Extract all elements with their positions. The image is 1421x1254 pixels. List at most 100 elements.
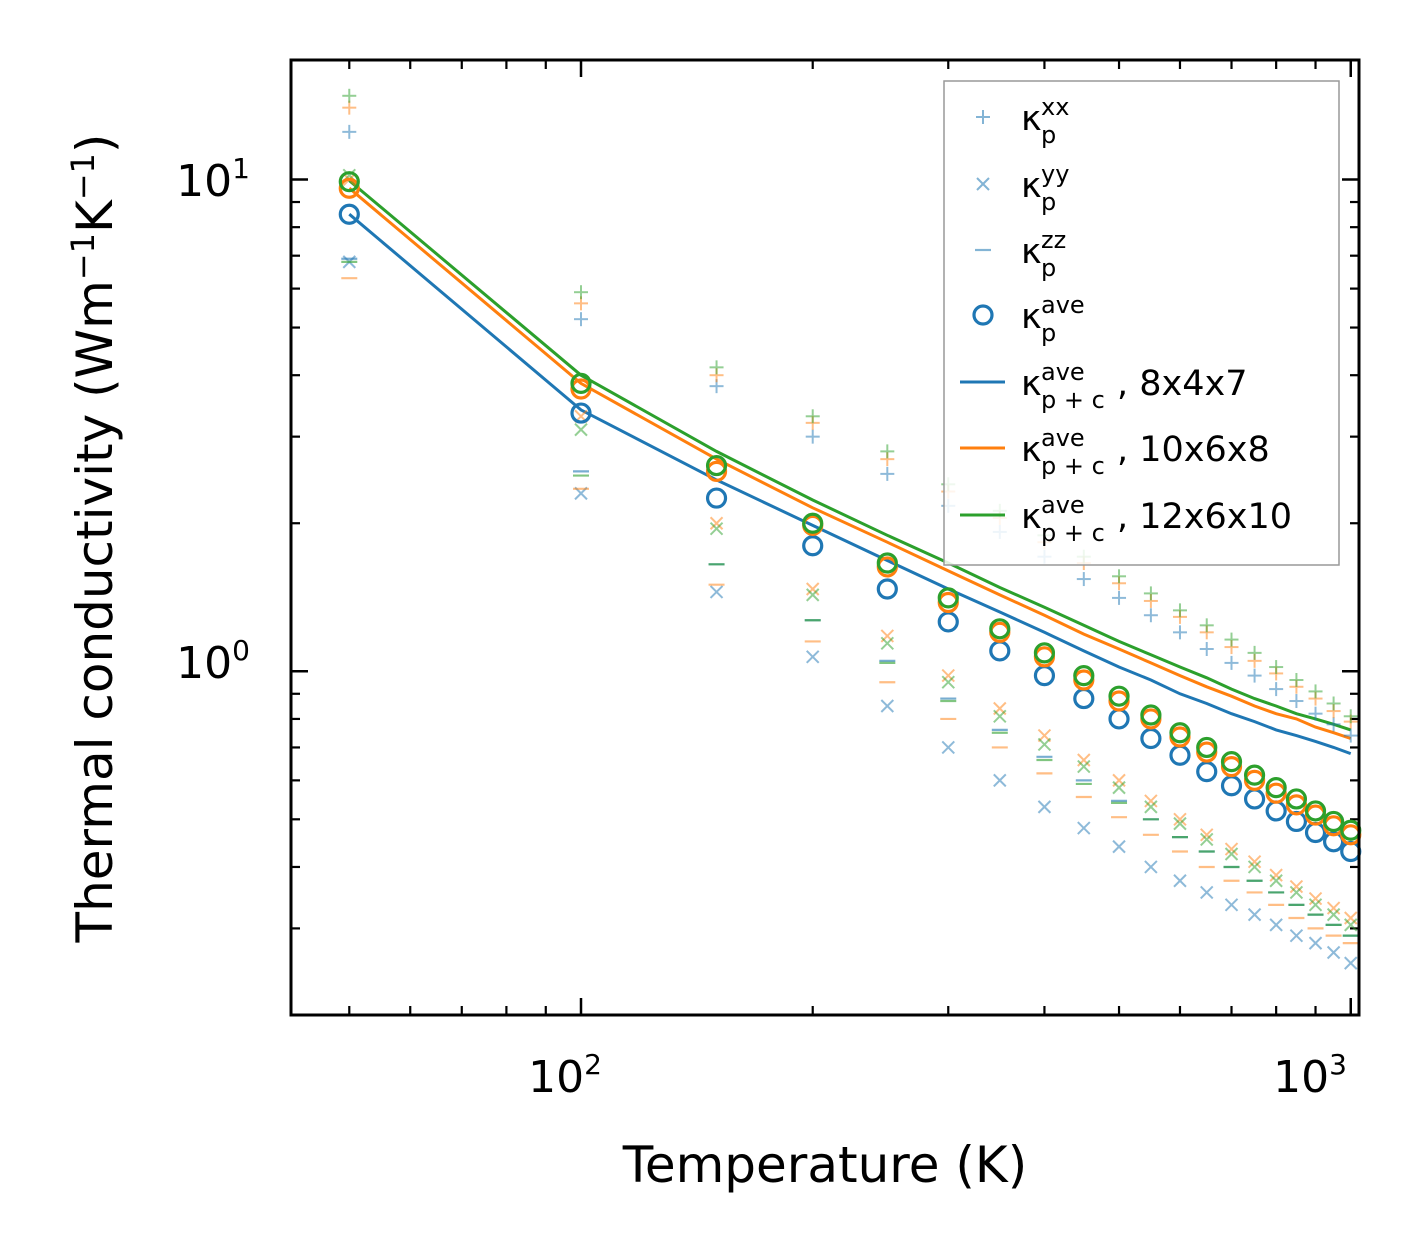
data-point [1285, 794, 1308, 816]
data-point [1076, 572, 1091, 587]
data-point [338, 203, 360, 225]
data-point [1308, 891, 1323, 906]
data-point [1112, 839, 1126, 854]
data-point [1344, 918, 1358, 932]
data-point [709, 516, 724, 530]
y-tick-label-10: 101 [176, 152, 250, 207]
data-point [880, 444, 895, 459]
data-point [1173, 816, 1187, 831]
data-point [1033, 642, 1056, 664]
data-point [1343, 728, 1358, 743]
series-line-12x6x10 [348, 179, 1352, 732]
data-point [1169, 722, 1191, 744]
data-point [941, 668, 955, 683]
data-point [806, 588, 820, 602]
data-point [1196, 761, 1218, 783]
data-point [1143, 608, 1158, 623]
data-point [1112, 780, 1126, 795]
data-point [1304, 821, 1327, 844]
data-point [1140, 704, 1162, 726]
x-tick-label-100: 102 [528, 1048, 602, 1103]
data-point [1343, 709, 1358, 724]
data-point [1326, 907, 1341, 922]
legend-label: κyy p [1021, 160, 1069, 216]
data-point [705, 460, 728, 482]
data-point [806, 650, 820, 664]
legend-swatch-marker [976, 177, 990, 191]
data-point [1344, 956, 1358, 970]
data-point [1247, 854, 1262, 869]
data-point [1196, 736, 1218, 759]
data-point [1108, 708, 1130, 730]
data-point [1073, 664, 1095, 687]
legend-entry: κave p + c, 12x6x10 [960, 491, 1292, 547]
data-point [342, 88, 357, 103]
legend-label: κave p + c, 8x4x7 [1021, 358, 1247, 414]
data-point [1172, 603, 1187, 618]
data-point [705, 454, 728, 477]
major-ticks [291, 60, 1359, 1015]
data-point [989, 618, 1011, 640]
data-point [1326, 717, 1341, 732]
data-point [1289, 928, 1304, 943]
data-point [709, 521, 724, 536]
data-point [1243, 788, 1266, 810]
data-point [1308, 898, 1323, 912]
data-point [338, 171, 360, 193]
x-axis-title: Temperature (K) [622, 1136, 1027, 1194]
data-point [1285, 788, 1308, 810]
data-point [1308, 706, 1323, 721]
data-point [1289, 672, 1304, 687]
data-point [1289, 694, 1304, 709]
data-point [574, 285, 589, 300]
series-line-8x4x7 [348, 213, 1352, 756]
data-point [1243, 764, 1266, 786]
data-point [574, 422, 588, 437]
data-point [805, 409, 820, 424]
data-point [1344, 911, 1358, 925]
data-point [1173, 812, 1187, 827]
data-point [705, 487, 728, 509]
legend-label: κzz p [1021, 226, 1066, 282]
data-point [1308, 936, 1323, 950]
data-point [1224, 842, 1239, 856]
legend-swatch-marker [976, 110, 990, 124]
data-point [1269, 660, 1284, 675]
legend-entry: κzz p [975, 226, 1066, 282]
data-point [1144, 860, 1158, 874]
data-point [1037, 737, 1052, 752]
y-tick-label-1: 100 [176, 634, 250, 689]
legend-swatch-marker [972, 304, 994, 326]
data-point [805, 429, 820, 444]
legend-entry: κave p + c, 8x4x7 [960, 358, 1247, 414]
data-point [876, 578, 898, 600]
data-point [1247, 860, 1262, 874]
data-point [880, 466, 895, 481]
data-point [1220, 775, 1243, 797]
legend-label: κave p [1021, 291, 1085, 347]
data-point [993, 773, 1007, 788]
legend-entry: κyy p [976, 160, 1069, 216]
data-point [1077, 759, 1091, 774]
data-point [1289, 885, 1304, 900]
legend-entry: κave p [972, 291, 1085, 347]
data-point [876, 552, 898, 574]
plot-area [338, 88, 1362, 970]
axes-frame [289, 58, 1361, 1017]
data-point [1144, 794, 1158, 808]
legend-entry: κxx p [976, 93, 1069, 149]
data-point [937, 587, 959, 609]
data-point [709, 585, 724, 599]
x-tick-label-1000: 103 [1273, 1048, 1347, 1103]
data-point [1112, 569, 1127, 584]
data-point [1220, 751, 1243, 773]
data-point [1144, 800, 1158, 814]
data-point [1265, 777, 1287, 799]
data-point [1322, 810, 1345, 833]
data-point [1199, 641, 1214, 656]
data-point [1304, 800, 1327, 822]
data-point [1224, 898, 1239, 912]
data-point [1247, 907, 1262, 922]
data-point [1269, 868, 1283, 882]
data-point [1326, 945, 1341, 960]
